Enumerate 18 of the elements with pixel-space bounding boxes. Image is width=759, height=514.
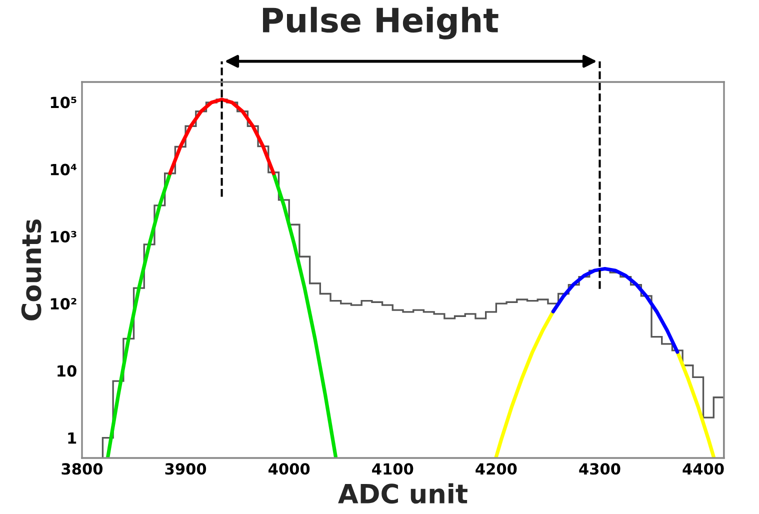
y-tick-label: 10³ <box>50 230 76 242</box>
x-tick-label: 3800 <box>62 463 103 475</box>
y-tick-label: 1 <box>68 432 76 444</box>
x-axis-title: ADC unit <box>338 483 468 504</box>
x-tick-label: 3900 <box>165 463 206 475</box>
line-series <box>551 266 680 354</box>
chart-title: Pulse Height <box>263 6 498 40</box>
x-tick-label: 4100 <box>372 463 414 475</box>
y-tick-label: 10 <box>58 365 76 377</box>
y-axis-title: Counts <box>21 220 42 320</box>
y-tick-label: 10⁵ <box>50 96 76 108</box>
x-tick-label: 4300 <box>579 463 620 475</box>
x-tick-label: 4200 <box>476 463 517 475</box>
y-tick-label: 10² <box>50 298 76 310</box>
x-tick-label: 4400 <box>682 463 724 475</box>
line-series <box>168 98 276 176</box>
x-tick-label: 4000 <box>268 463 310 475</box>
y-tick-label: 10⁴ <box>50 164 77 176</box>
